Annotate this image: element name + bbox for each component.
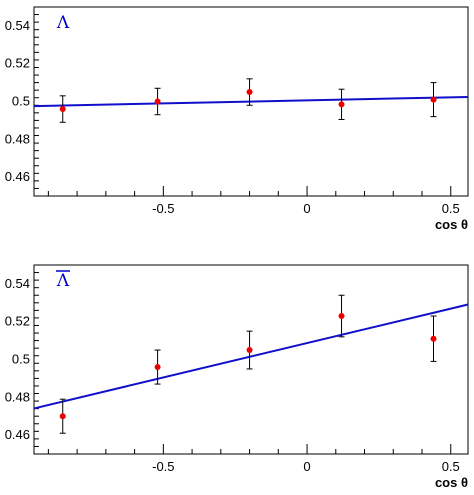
y-tick-label: 0.46 [5,427,30,442]
y-tick-label: 0.54 [5,276,30,291]
data-marker [59,413,66,420]
data-marker [430,96,437,103]
data-point-2 [154,349,161,385]
data-point-1 [59,398,66,434]
data-marker [59,106,66,113]
data-marker [154,364,161,371]
data-point-3 [246,78,253,106]
x-tick-label: 0.5 [442,201,460,216]
x-axis-title: cos θ [435,217,468,232]
x-tick-label: 0.5 [442,459,460,474]
fit-line [33,303,469,410]
x-tick-label: 0 [303,201,310,216]
panel-title: Λ [56,271,70,291]
panel-title: Λ [56,13,70,33]
data-point-4 [338,294,345,338]
fit-line [33,95,469,108]
y-tick-label: 0.48 [5,131,30,146]
y-tick-label: 0.52 [5,314,30,329]
x-tick-label: -0.5 [152,459,174,474]
x-axis-title: cos θ [435,475,468,490]
data-point-2 [154,87,161,116]
plot-frame [33,6,469,197]
plot-frame [33,264,469,455]
y-tick-label: 0.5 [12,94,30,109]
data-point-1 [59,95,66,123]
data-marker [338,313,345,320]
x-tick-label: 0 [303,459,310,474]
data-point-5 [430,315,437,362]
y-tick-label: 0.54 [5,18,30,33]
y-tick-label: 0.5 [12,352,30,367]
data-point-3 [246,330,253,370]
y-tick-label: 0.46 [5,169,30,184]
y-tick-label: 0.48 [5,389,30,404]
x-tick-label: -0.5 [152,201,174,216]
y-tick-label: 0.52 [5,56,30,71]
data-point-4 [338,88,345,120]
data-marker [430,335,437,342]
data-marker [338,101,345,108]
data-marker [154,98,161,105]
data-marker [246,89,253,96]
data-marker [246,347,253,354]
data-point-5 [430,82,437,118]
